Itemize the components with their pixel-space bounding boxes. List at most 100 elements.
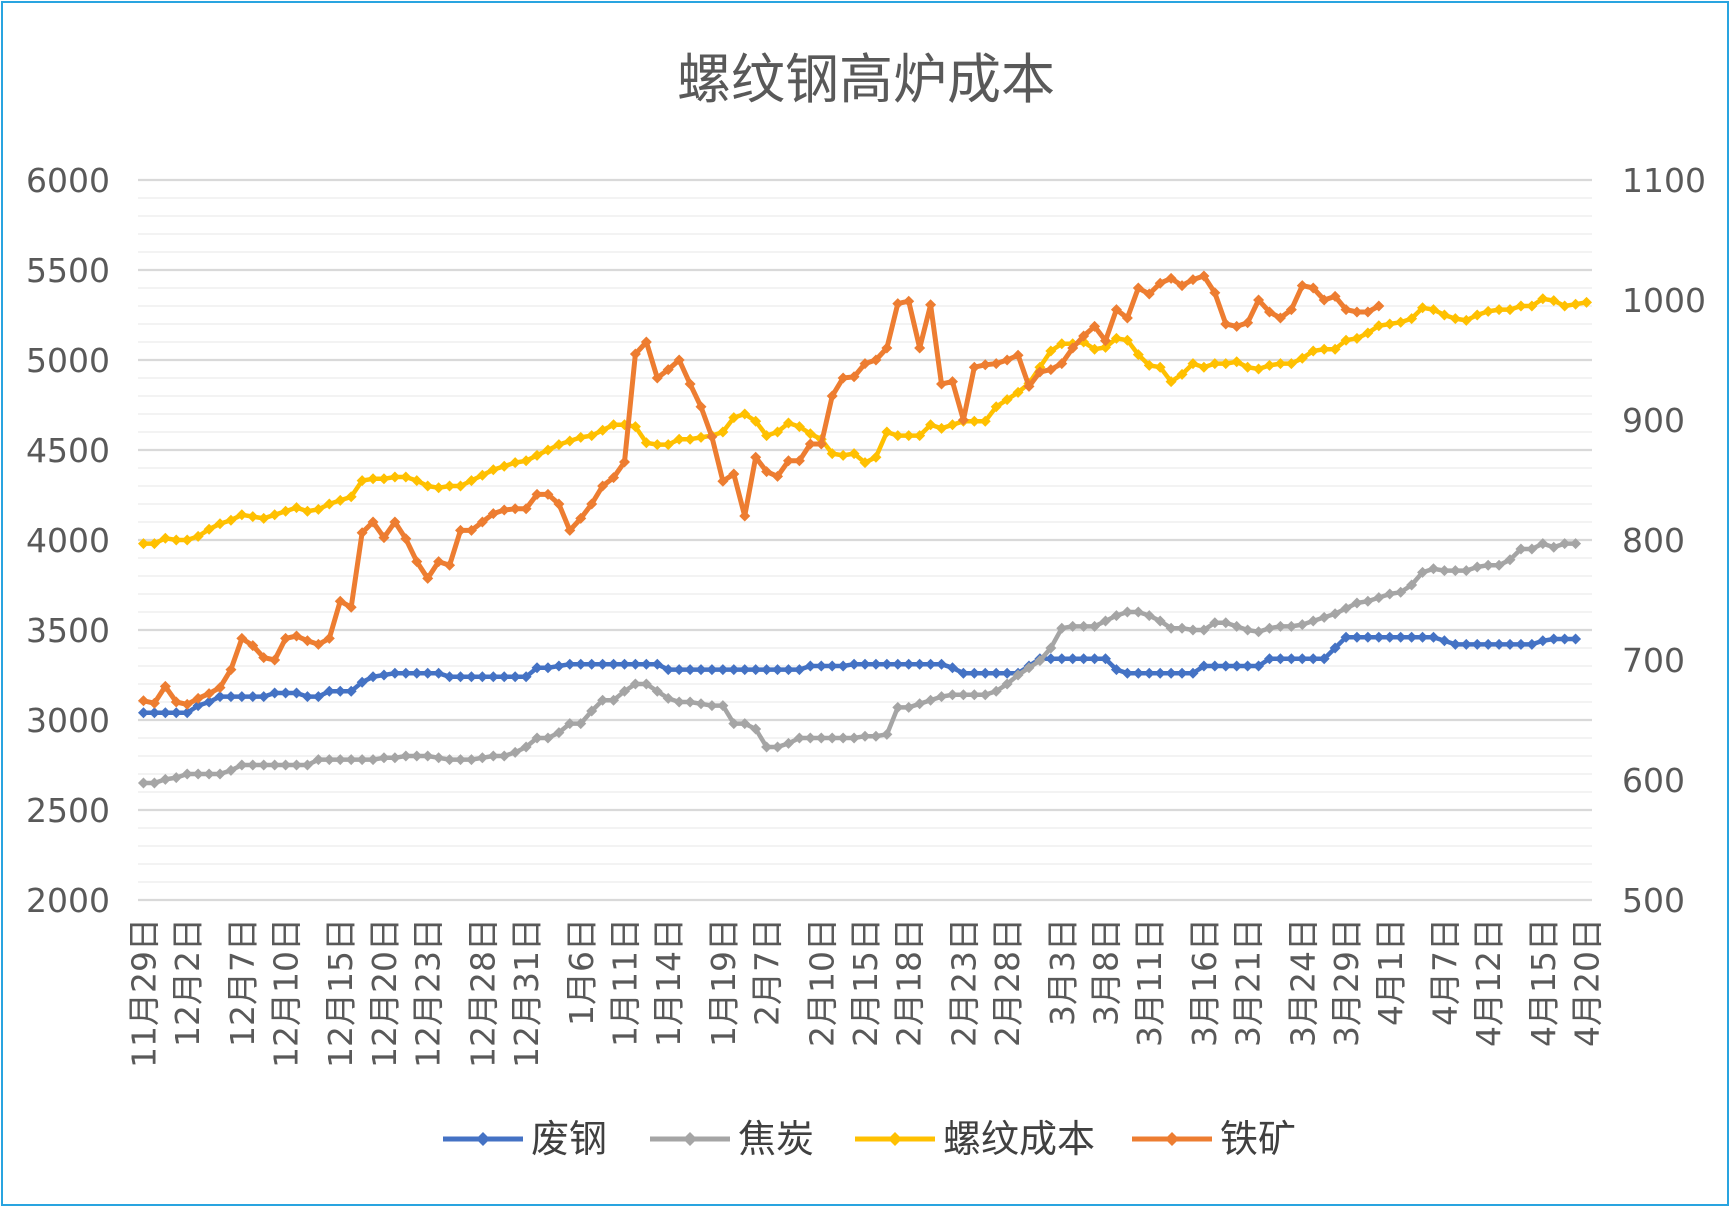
data-point [1220, 318, 1232, 330]
data-point [903, 658, 915, 670]
data-point [487, 671, 499, 683]
data-point [542, 488, 554, 500]
data-point [717, 664, 729, 676]
data-point [1078, 653, 1090, 665]
data-point [662, 439, 674, 451]
right-axis-tick-label: 600 [1622, 761, 1685, 800]
data-point [280, 505, 292, 517]
data-point [455, 480, 467, 492]
data-point [192, 692, 204, 704]
legend-item: 铁矿 [1132, 1117, 1296, 1161]
data-point [389, 471, 401, 483]
data-point [465, 524, 477, 536]
data-point [1559, 300, 1571, 312]
data-point [1100, 341, 1112, 353]
data-point [1209, 358, 1221, 370]
data-point [651, 658, 663, 670]
data-point [695, 664, 707, 676]
data-point [936, 422, 948, 434]
data-point [1526, 638, 1538, 650]
data-point [1154, 615, 1166, 627]
data-point [651, 372, 663, 384]
data-point [750, 723, 762, 735]
data-point [739, 408, 751, 420]
data-point [1493, 304, 1505, 316]
data-point [859, 658, 871, 670]
data-point [1362, 595, 1374, 607]
data-point [728, 412, 740, 424]
data-point [476, 752, 488, 764]
data-point [892, 701, 904, 713]
legend-label: 废钢 [531, 1117, 607, 1161]
data-point [400, 533, 412, 545]
data-point [159, 773, 171, 785]
data-point [1570, 633, 1582, 645]
data-point [575, 718, 587, 730]
data-point [1384, 588, 1396, 600]
data-point [1110, 664, 1122, 676]
x-axis-tick-label: 3月29日 [1327, 918, 1366, 1047]
data-point [1231, 620, 1243, 632]
right-axis-tick-label: 500 [1622, 881, 1685, 920]
data-point [378, 532, 390, 544]
data-point [684, 664, 696, 676]
data-point [159, 680, 171, 692]
x-axis-tick-label: 12月2日 [168, 918, 207, 1047]
data-point [312, 754, 324, 766]
data-point [957, 414, 969, 426]
data-point [1067, 653, 1079, 665]
data-point [236, 691, 248, 703]
data-point [356, 754, 368, 766]
data-point [1351, 631, 1363, 643]
data-point [618, 685, 630, 697]
data-point [1329, 608, 1341, 620]
data-point [455, 754, 467, 766]
data-point [1504, 638, 1516, 650]
data-point [1515, 300, 1527, 312]
data-point [334, 595, 346, 607]
data-point [411, 667, 423, 679]
data-point [236, 759, 248, 771]
data-point [1318, 611, 1330, 623]
data-point [181, 534, 193, 546]
legend-label: 焦炭 [738, 1117, 814, 1161]
data-point [520, 671, 532, 683]
data-point [356, 527, 368, 539]
data-point [542, 732, 554, 744]
data-point [728, 718, 740, 730]
data-point [695, 431, 707, 443]
data-point [345, 601, 357, 613]
data-point [1515, 638, 1527, 650]
data-point [1340, 631, 1352, 643]
data-point [1318, 653, 1330, 665]
data-point [706, 664, 718, 676]
data-point [553, 660, 565, 672]
x-axis-tick-label: 3月24日 [1283, 918, 1322, 1047]
data-point [433, 667, 445, 679]
data-point [520, 741, 532, 753]
data-point [684, 378, 696, 390]
data-point [1187, 624, 1199, 636]
data-point [465, 475, 477, 487]
x-axis-tick-label: 1月11日 [605, 918, 644, 1047]
data-point [936, 691, 948, 703]
data-point [345, 754, 357, 766]
data-point [859, 457, 871, 469]
data-point [214, 768, 226, 780]
data-point [487, 464, 499, 476]
data-point [618, 658, 630, 670]
data-point [793, 455, 805, 467]
data-point [673, 433, 685, 445]
data-point [498, 460, 510, 472]
data-point [1340, 304, 1352, 316]
data-point [1373, 320, 1385, 332]
data-point [1373, 592, 1385, 604]
data-point [837, 449, 849, 461]
data-point [1362, 306, 1374, 318]
data-point [1438, 565, 1450, 577]
data-point [640, 658, 652, 670]
data-point [979, 667, 991, 679]
data-point [1089, 320, 1101, 332]
data-point [804, 438, 816, 450]
